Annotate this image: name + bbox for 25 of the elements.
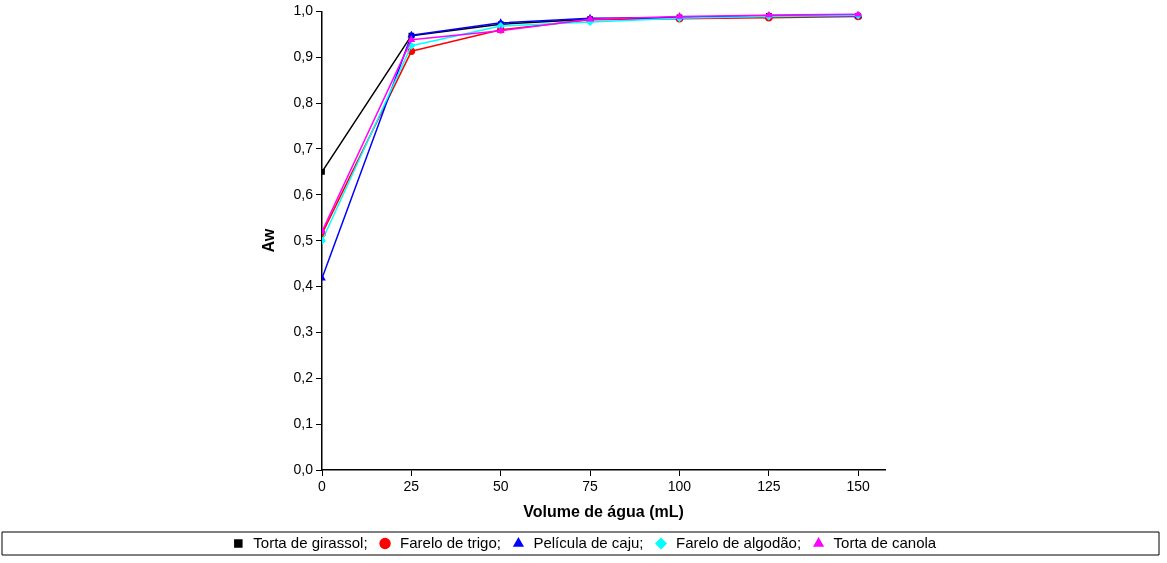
x-axis-title: Volume de água (mL) — [523, 502, 684, 520]
y-tick-label: 0,4 — [293, 277, 314, 294]
y-tick-label: 0,8 — [293, 93, 314, 110]
x-tick-label: 25 — [403, 478, 420, 495]
y-tick-label: 0,9 — [293, 48, 314, 65]
y-tick-label: 0,5 — [293, 231, 314, 248]
x-tick-label: 150 — [846, 478, 871, 495]
y-tick-label: 0,0 — [293, 460, 314, 477]
legend-label: Película de caju; — [533, 533, 644, 551]
x-tick-label: 50 — [492, 478, 509, 495]
x-tick-label: 75 — [582, 478, 599, 495]
y-tick-label: 0,6 — [293, 185, 314, 202]
legend-label: Torta de canola — [833, 533, 937, 551]
x-tick-label: 0 — [318, 478, 327, 495]
y-tick-label: 0,2 — [293, 369, 314, 386]
x-tick-label: 125 — [757, 478, 781, 495]
y-tick-label: 0,1 — [293, 415, 314, 431]
y-tick-label: 1,0 — [293, 2, 314, 19]
y-axis-title: Aw — [260, 228, 278, 253]
y-tick-label: 0,3 — [293, 323, 314, 340]
x-tick-label: 100 — [667, 478, 692, 495]
legend-label: Farelo de algodão; — [676, 533, 802, 551]
legend-label: Farelo de trigo; — [400, 533, 501, 551]
legend-label: Torta de girassol; — [253, 533, 368, 551]
y-tick-label: 0,7 — [293, 139, 314, 156]
